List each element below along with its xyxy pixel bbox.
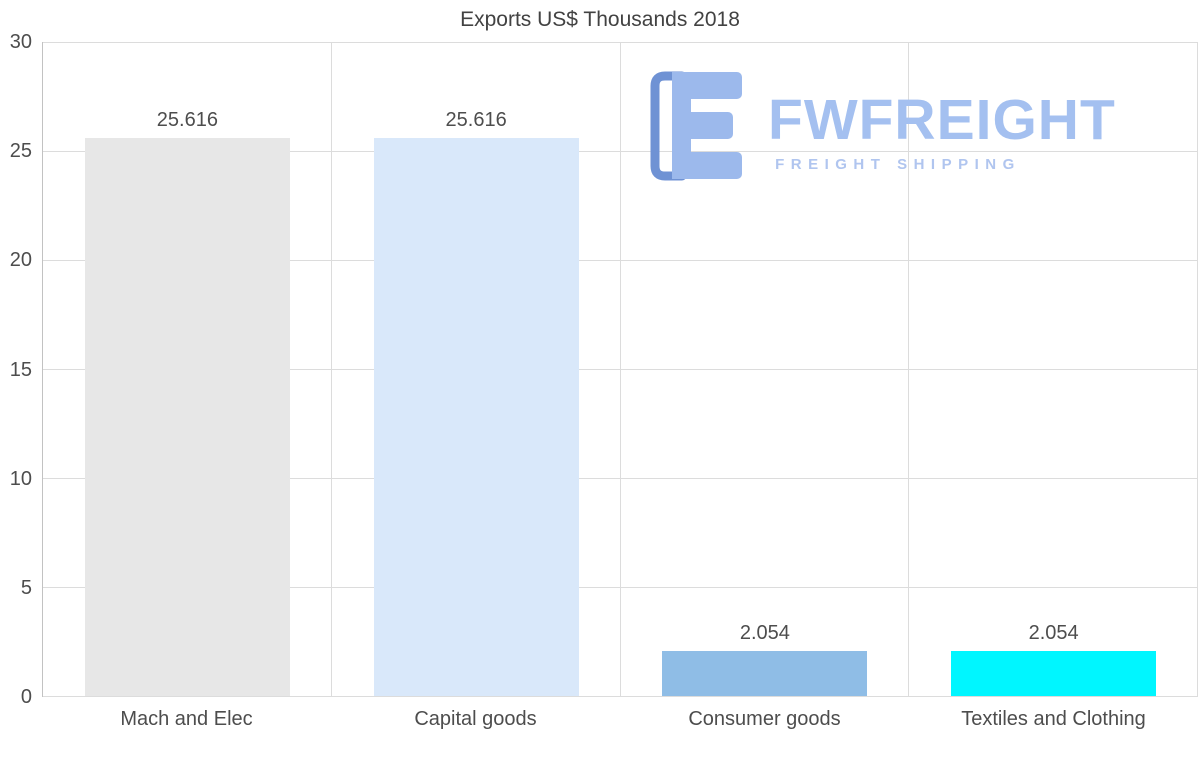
fwfreight-logo-icon xyxy=(648,68,744,189)
logo-outline xyxy=(650,71,687,181)
bar-value-label: 2.054 xyxy=(739,622,790,645)
plot-area: 25.616 25.616 2.054 2.054 xyxy=(42,41,1198,697)
bar-value-label: 25.616 xyxy=(156,108,218,131)
h-gridline xyxy=(43,150,1198,152)
h-gridline xyxy=(43,586,1198,588)
y-axis-tick-label: 5 xyxy=(20,576,32,599)
y-axis-tick-label: 20 xyxy=(9,249,32,272)
x-axis-category-label: Textiles and Clothing xyxy=(961,708,1146,730)
bar-textiles-and-clothing xyxy=(951,651,1157,696)
bar-value-label: 25.616 xyxy=(445,108,507,131)
logo-subtitle: FREIGHT SHIPPING xyxy=(775,156,1021,173)
h-gridline xyxy=(43,695,1198,697)
v-gridline xyxy=(330,42,332,696)
x-axis: Mach and Elec Capital goods Consumer goods… xyxy=(42,699,1198,731)
logo-text: FWFREIGHT xyxy=(768,88,1116,152)
h-gridline xyxy=(43,368,1198,370)
v-gridline xyxy=(908,42,910,696)
bar-slot: 2.054 xyxy=(909,42,1198,696)
bar-consumer-goods xyxy=(662,651,868,696)
v-gridline xyxy=(619,42,621,696)
y-axis-tick-label: 15 xyxy=(9,358,32,381)
bar-slot: 2.054 xyxy=(621,42,910,696)
chart-title: Exports US$ Thousands 2018 xyxy=(460,8,740,31)
v-gridline xyxy=(1197,42,1198,696)
bar-value-label: 2.054 xyxy=(1028,622,1079,645)
x-axis-category-label: Mach and Elec xyxy=(120,708,253,730)
bar-slot: 25.616 xyxy=(332,42,621,696)
y-axis-tick-label: 30 xyxy=(9,31,32,53)
h-gridline xyxy=(43,477,1198,479)
logo-text-block: FWFREIGHT FREIGHT SHIPPING xyxy=(768,88,1116,173)
h-gridline xyxy=(43,41,1198,43)
y-axis-tick-label: 25 xyxy=(9,140,32,163)
x-axis-category-label: Capital goods xyxy=(414,708,537,730)
bar-slot: 25.616 xyxy=(43,42,332,696)
watermark-logo: FWFREIGHT FREIGHT SHIPPING xyxy=(648,68,1116,189)
bar-capital-goods xyxy=(373,137,579,696)
y-axis-tick-label: 10 xyxy=(9,467,32,490)
y-axis: 0 5 10 15 20 25 30 xyxy=(0,32,34,707)
bar-mach-and-elec xyxy=(84,137,290,696)
h-gridline xyxy=(43,259,1198,261)
y-axis-tick-label: 0 xyxy=(20,686,32,708)
x-axis-category-label: Consumer goods xyxy=(688,708,841,730)
